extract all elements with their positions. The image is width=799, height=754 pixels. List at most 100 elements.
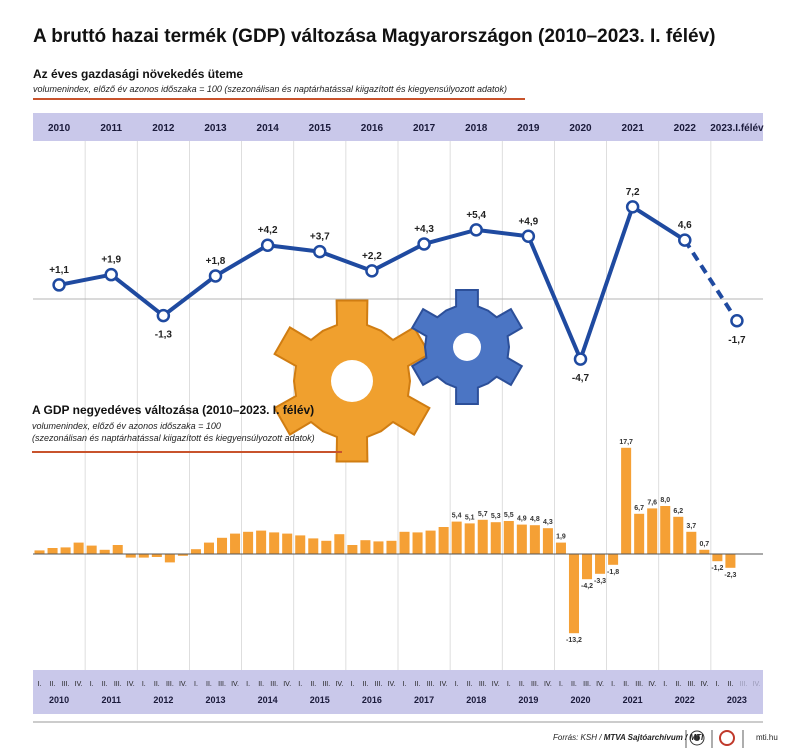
quarter-label: I. [403, 681, 407, 688]
point-label: 7,2 [626, 187, 640, 198]
quarter-bar [73, 542, 84, 554]
quarter-bar [86, 545, 97, 554]
point-label: +1,8 [206, 256, 226, 267]
quarter-bar [686, 531, 697, 554]
quarter-label: I. [559, 681, 563, 688]
quarter-bar [568, 554, 579, 634]
quarter-bar [269, 532, 280, 554]
quarter-label: IV. [648, 681, 656, 688]
quarter-bar [177, 554, 188, 556]
quarter-year-label: 2011 [101, 695, 121, 705]
quarter-bar [164, 554, 175, 563]
bar-label: 3,7 [686, 523, 696, 530]
quarter-bar [256, 530, 267, 554]
year-label: 2022 [674, 123, 697, 134]
year-label: 2017 [413, 123, 436, 134]
quarter-bar [217, 537, 228, 554]
quarter-bar [60, 547, 71, 554]
quarter-bar [347, 545, 358, 554]
quarter-bar [295, 535, 306, 554]
point-label: -1,3 [155, 330, 173, 341]
point-label: +4,2 [258, 225, 278, 236]
quarter-bar [608, 554, 619, 565]
bar-label: 5,3 [491, 513, 501, 520]
year-label: 2013 [204, 123, 227, 134]
line-dashed-segment [683, 239, 739, 322]
quarter-bar [451, 521, 462, 554]
quarter-bar [321, 540, 332, 554]
bar-label: 4,8 [530, 516, 540, 523]
quarter-bar [712, 554, 723, 562]
bar-label: 4,3 [543, 519, 553, 526]
quarter-label: IV. [127, 681, 135, 688]
quarter-label: II. [675, 681, 681, 688]
quarter-bar [308, 538, 319, 554]
quarter-year-label: 2019 [518, 695, 538, 705]
quarter-bar [125, 554, 136, 558]
quarter-bar [386, 540, 397, 554]
quarter-label: II. [519, 681, 525, 688]
year-label: 2023.I.félév [710, 123, 764, 134]
bar-label: 6,2 [673, 508, 683, 515]
quarter-bar [282, 533, 293, 554]
quarter-tick-labels: I. II. III. IV. I. II. III. IV. I. II. III. IV. I. II… [38, 681, 761, 688]
quarter-label: III. [114, 681, 122, 688]
blue-gear-hole [453, 333, 481, 361]
bar-label: 4,9 [517, 516, 527, 523]
bar-label: 7,6 [647, 499, 657, 506]
data-point [208, 269, 223, 283]
quarter-label: I. [90, 681, 94, 688]
quarter-bar [725, 554, 736, 568]
data-point [417, 237, 431, 251]
quarterly-note-line-2: (szezonálisan és naptárhatással kiigazít… [32, 433, 315, 443]
mti-logo-icon [719, 730, 735, 746]
quarterly-note-line-1: volumenindex, előző év azonos időszaka =… [32, 421, 221, 431]
quarter-label: I. [142, 681, 146, 688]
data-point [156, 308, 171, 323]
year-label: 2019 [517, 123, 540, 134]
bar-label: -3,3 [594, 578, 606, 585]
quarter-label: IV. [75, 681, 83, 688]
quarter-bar [503, 521, 514, 554]
source-text: Forrás: KSH / [553, 733, 602, 742]
year-label: 2016 [361, 123, 384, 134]
quarter-bar [151, 554, 162, 557]
quarter-bar [464, 523, 475, 554]
quarter-label: IV. [283, 681, 291, 688]
quarter-label: IV. [544, 681, 552, 688]
quarterly-chart-title: A GDP negyedéves változása (2010–2023. I… [32, 403, 315, 417]
quarter-label: IV. [231, 681, 239, 688]
year-label: 2021 [622, 123, 645, 134]
point-label: 4,6 [678, 220, 692, 231]
annual-underline [33, 98, 525, 100]
quarter-bar [647, 508, 658, 554]
data-point [625, 200, 640, 214]
quarter-label: II. [310, 681, 316, 688]
quarter-bar [334, 534, 345, 554]
bar-label: -4,2 [581, 583, 593, 590]
quarter-bar [582, 554, 593, 580]
quarter-label: IV. [179, 681, 187, 688]
quarter-year-label: 2012 [153, 695, 173, 705]
quarter-bar [673, 516, 684, 554]
bar-label: 5,1 [465, 514, 475, 521]
quarter-label: III. [583, 681, 591, 688]
data-point [573, 352, 588, 366]
quarter-label: IV. [388, 681, 396, 688]
quarter-label: I. [194, 681, 198, 688]
year-label: 2010 [48, 123, 71, 134]
quarter-label: I. [298, 681, 302, 688]
quarter-bar [595, 554, 606, 574]
point-label: +1,9 [101, 255, 121, 266]
quarter-bar [634, 513, 645, 554]
point-label: +3,7 [310, 232, 330, 243]
quarter-label: II. [50, 681, 56, 688]
quarter-bar [516, 524, 527, 554]
year-label: 2015 [309, 123, 332, 134]
quarter-bar [490, 522, 501, 554]
quarter-label: III. [218, 681, 226, 688]
quarter-label: III. [375, 681, 383, 688]
quarter-label: I. [507, 681, 511, 688]
quarter-label: I. [611, 681, 615, 688]
quarter-bar [477, 519, 488, 554]
